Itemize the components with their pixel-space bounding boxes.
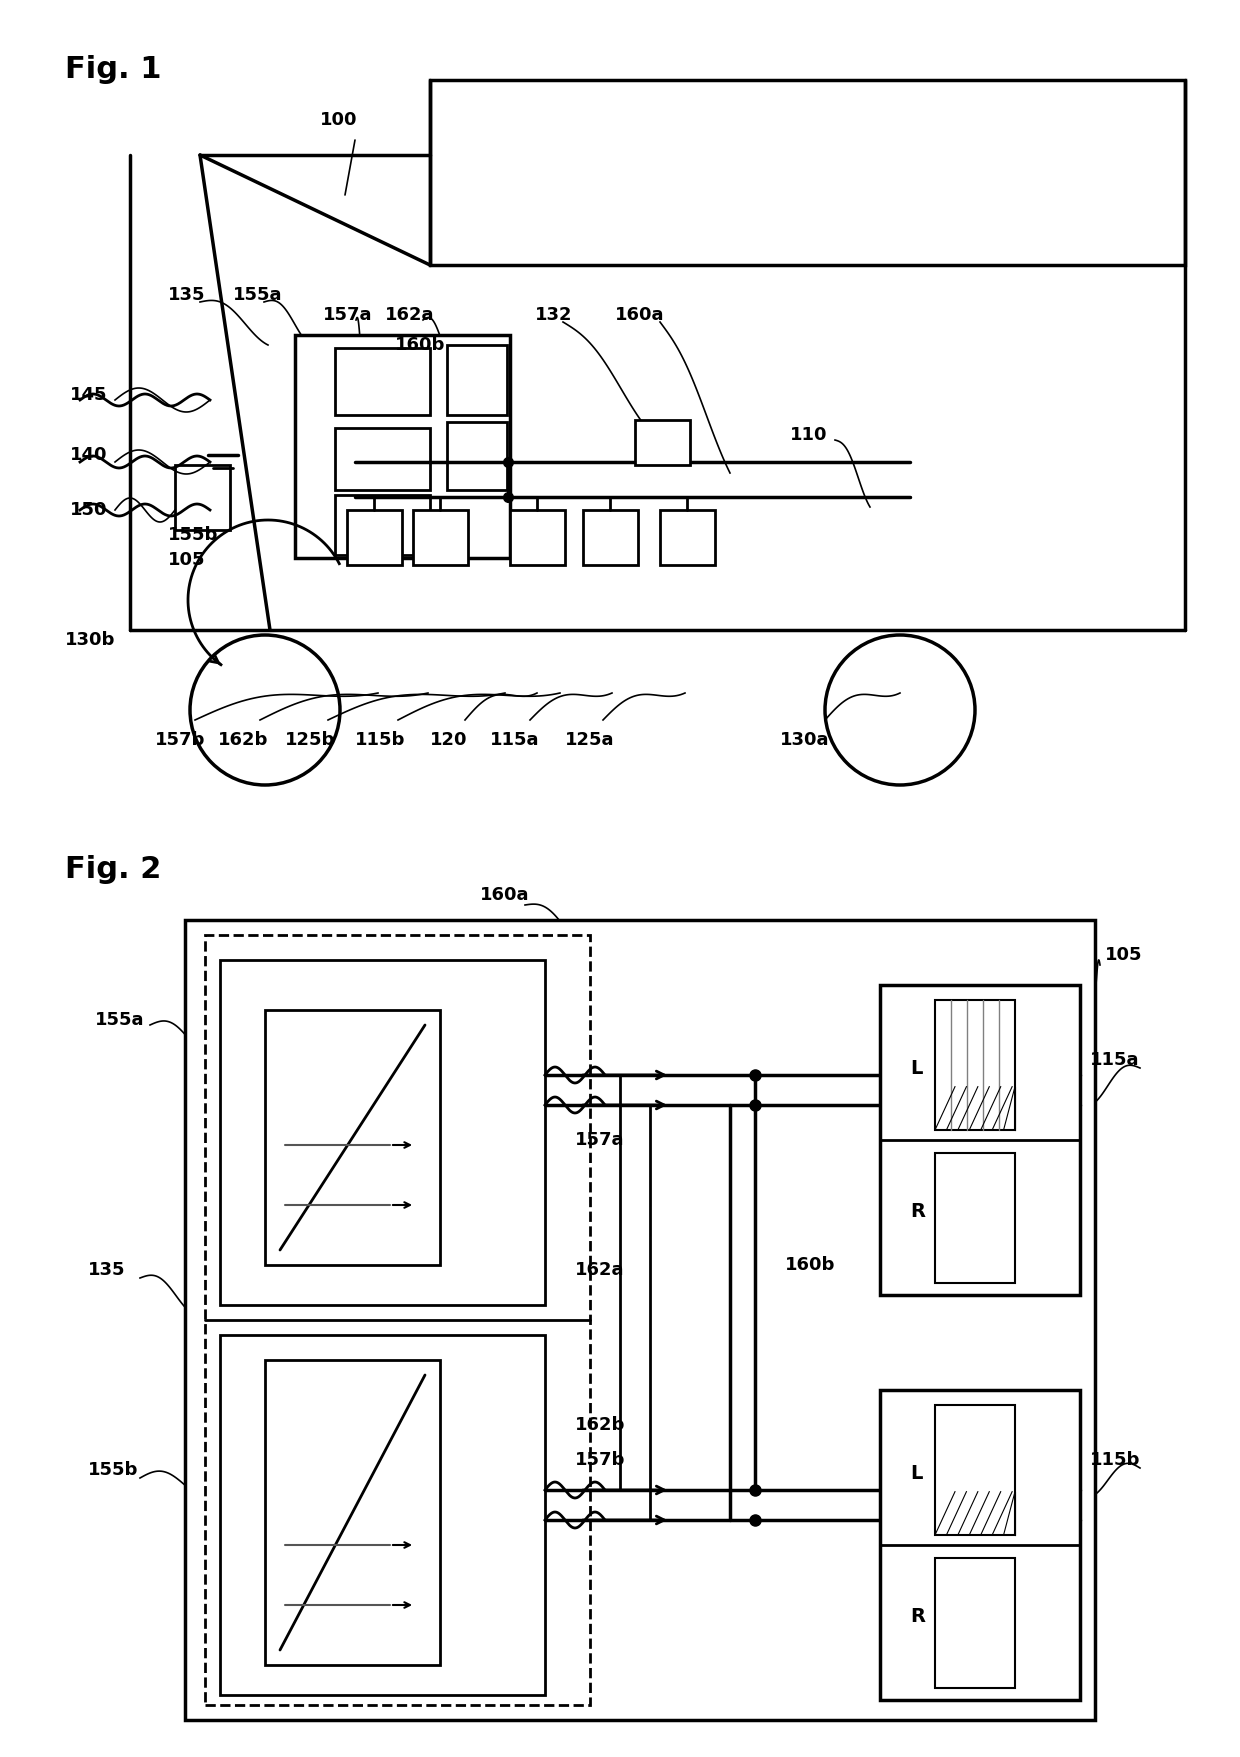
- Text: 155a: 155a: [233, 286, 283, 304]
- Text: 157b: 157b: [575, 1451, 625, 1469]
- Text: 140: 140: [69, 446, 108, 464]
- Text: 157a: 157a: [575, 1132, 625, 1149]
- Text: 162b: 162b: [218, 731, 268, 748]
- Bar: [635, 420, 689, 466]
- Text: 135: 135: [167, 286, 206, 304]
- Text: 115b: 115b: [1090, 1451, 1141, 1469]
- Text: 130b: 130b: [64, 631, 115, 648]
- Text: 105: 105: [1105, 945, 1142, 965]
- Bar: [583, 510, 639, 566]
- Bar: [185, 921, 1095, 1720]
- Bar: [660, 510, 715, 566]
- Text: 132: 132: [534, 306, 573, 323]
- Text: 160b: 160b: [785, 1256, 836, 1274]
- Bar: [347, 510, 402, 566]
- Bar: [265, 1010, 440, 1265]
- Text: 115a: 115a: [490, 731, 539, 748]
- Bar: [880, 1390, 1080, 1701]
- Bar: [446, 422, 507, 490]
- Text: 162a: 162a: [384, 306, 434, 323]
- Bar: [335, 429, 430, 490]
- Text: L: L: [910, 1059, 923, 1079]
- Text: 150: 150: [69, 501, 108, 518]
- Text: 162b: 162b: [575, 1416, 625, 1434]
- Bar: [295, 336, 510, 559]
- Bar: [510, 510, 565, 566]
- Bar: [219, 1335, 546, 1696]
- Bar: [880, 986, 1080, 1295]
- Text: 155b: 155b: [88, 1462, 139, 1479]
- Text: 155a: 155a: [95, 1010, 145, 1030]
- Text: R: R: [910, 1202, 925, 1221]
- Text: 115a: 115a: [1090, 1051, 1140, 1068]
- Text: 157b: 157b: [155, 731, 206, 748]
- Text: 130a: 130a: [780, 731, 830, 748]
- Bar: [265, 1360, 440, 1666]
- Bar: [219, 959, 546, 1305]
- Text: 110: 110: [790, 425, 827, 445]
- Bar: [935, 1406, 1016, 1536]
- Text: R: R: [910, 1608, 925, 1625]
- Bar: [175, 466, 229, 531]
- Bar: [205, 935, 590, 1704]
- Text: 157a: 157a: [322, 306, 372, 323]
- Text: 160a: 160a: [480, 886, 529, 905]
- Bar: [430, 81, 1185, 265]
- Text: 145: 145: [69, 387, 108, 404]
- Text: Fig. 1: Fig. 1: [64, 54, 161, 84]
- Text: 160b: 160b: [396, 336, 445, 353]
- Text: 162a: 162a: [575, 1262, 625, 1279]
- Text: 160a: 160a: [615, 306, 665, 323]
- Bar: [935, 1153, 1016, 1283]
- Bar: [335, 495, 430, 555]
- Bar: [413, 510, 467, 566]
- Text: 100: 100: [320, 111, 357, 128]
- Bar: [935, 1000, 1016, 1130]
- Text: 120: 120: [430, 731, 467, 748]
- Text: L: L: [910, 1464, 923, 1483]
- Bar: [335, 348, 430, 415]
- Text: Fig. 2: Fig. 2: [64, 856, 161, 884]
- Text: 105: 105: [167, 552, 206, 569]
- Text: 115b: 115b: [355, 731, 405, 748]
- Text: 135: 135: [88, 1262, 125, 1279]
- Text: 125b: 125b: [285, 731, 335, 748]
- Bar: [446, 344, 507, 415]
- Bar: [935, 1558, 1016, 1688]
- Text: 125a: 125a: [565, 731, 615, 748]
- Text: 155b: 155b: [167, 525, 218, 545]
